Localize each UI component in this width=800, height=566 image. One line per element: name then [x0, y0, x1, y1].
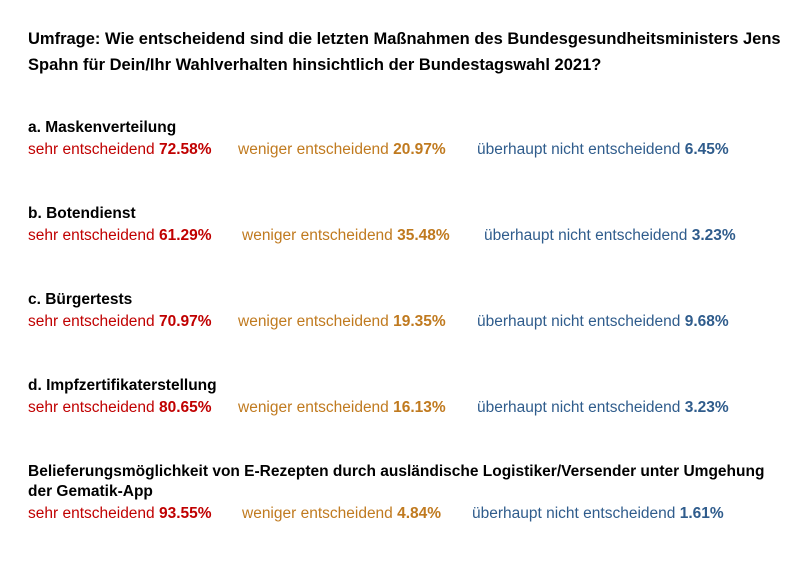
- percentage-value: 3.23%: [691, 227, 736, 244]
- item-label: a. Maskenverteilung: [28, 119, 177, 136]
- result-row: sehr entscheidend 80.65% weniger entsche…: [28, 396, 788, 420]
- result-row: sehr entscheidend 61.29% weniger entsche…: [28, 224, 788, 248]
- survey-item-impfzertifikaterstellung: d. Impfzertifikaterstellung sehr entsche…: [28, 376, 788, 420]
- result-weniger-entscheidend: weniger entscheidend 4.84%: [242, 502, 441, 526]
- percentage-value: 3.23%: [684, 399, 729, 416]
- result-row: sehr entscheidend 93.55% weniger entsche…: [28, 502, 788, 526]
- percentage-value: 6.45%: [684, 141, 729, 158]
- category-label: weniger entscheidend: [238, 313, 389, 330]
- result-ueberhaupt-nicht-entscheidend: überhaupt nicht entscheidend 3.23%: [477, 396, 729, 420]
- percentage-value: 70.97%: [158, 313, 212, 330]
- item-label: b. Botendienst: [28, 205, 136, 222]
- percentage-value: 16.13%: [393, 399, 446, 416]
- survey-item-buergertests: c. Bürgertests sehr entscheidend 70.97% …: [28, 290, 788, 334]
- category-label: sehr entscheidend: [28, 313, 155, 330]
- percentage-value: 80.65%: [158, 399, 212, 416]
- percentage-value: 72.58%: [158, 141, 212, 158]
- result-sehr-entscheidend: sehr entscheidend 72.58%: [28, 138, 212, 162]
- result-weniger-entscheidend: weniger entscheidend 19.35%: [238, 310, 446, 334]
- percentage-value: 93.55%: [158, 505, 212, 522]
- category-label: sehr entscheidend: [28, 505, 155, 522]
- category-label: sehr entscheidend: [28, 227, 155, 244]
- category-label: überhaupt nicht entscheidend: [472, 505, 676, 522]
- item-label: d. Impfzertifikaterstellung: [28, 377, 217, 394]
- percentage-value: 19.35%: [393, 313, 446, 330]
- survey-item-belieferung-e-rezepte: Belieferungsmöglichkeit von E-Rezepten d…: [28, 462, 788, 526]
- category-label: überhaupt nicht entscheidend: [477, 313, 681, 330]
- survey-document: Umfrage: Wie entscheidend sind die letzt…: [28, 26, 788, 526]
- category-label: weniger entscheidend: [242, 227, 393, 244]
- result-ueberhaupt-nicht-entscheidend: überhaupt nicht entscheidend 1.61%: [472, 502, 724, 526]
- category-label: überhaupt nicht entscheidend: [477, 141, 681, 158]
- percentage-value: 9.68%: [684, 313, 729, 330]
- result-row: sehr entscheidend 70.97% weniger entsche…: [28, 310, 788, 334]
- percentage-value: 4.84%: [397, 505, 442, 522]
- category-label: weniger entscheidend: [238, 399, 389, 416]
- category-label: überhaupt nicht entscheidend: [477, 399, 681, 416]
- category-label: sehr entscheidend: [28, 141, 155, 158]
- category-label: sehr entscheidend: [28, 399, 155, 416]
- category-label: überhaupt nicht entscheidend: [484, 227, 688, 244]
- result-weniger-entscheidend: weniger entscheidend 20.97%: [238, 138, 446, 162]
- category-label: weniger entscheidend: [242, 505, 393, 522]
- result-weniger-entscheidend: weniger entscheidend 35.48%: [242, 224, 450, 248]
- item-label: Belieferungsmöglichkeit von E-Rezepten d…: [28, 463, 765, 500]
- survey-item-botendienst: b. Botendienst sehr entscheidend 61.29% …: [28, 204, 788, 248]
- result-sehr-entscheidend: sehr entscheidend 70.97%: [28, 310, 212, 334]
- percentage-value: 20.97%: [393, 141, 446, 158]
- percentage-value: 35.48%: [397, 227, 450, 244]
- result-ueberhaupt-nicht-entscheidend: überhaupt nicht entscheidend 3.23%: [484, 224, 736, 248]
- result-weniger-entscheidend: weniger entscheidend 16.13%: [238, 396, 446, 420]
- result-row: sehr entscheidend 72.58% weniger entsche…: [28, 138, 788, 162]
- category-label: weniger entscheidend: [238, 141, 389, 158]
- percentage-value: 1.61%: [679, 505, 724, 522]
- result-ueberhaupt-nicht-entscheidend: überhaupt nicht entscheidend 9.68%: [477, 310, 729, 334]
- survey-item-maskenverteilung: a. Maskenverteilung sehr entscheidend 72…: [28, 118, 788, 162]
- survey-title: Umfrage: Wie entscheidend sind die letzt…: [28, 30, 781, 74]
- result-sehr-entscheidend: sehr entscheidend 61.29%: [28, 224, 212, 248]
- item-label: c. Bürgertests: [28, 291, 133, 308]
- result-sehr-entscheidend: sehr entscheidend 80.65%: [28, 396, 212, 420]
- result-ueberhaupt-nicht-entscheidend: überhaupt nicht entscheidend 6.45%: [477, 138, 729, 162]
- percentage-value: 61.29%: [158, 227, 212, 244]
- result-sehr-entscheidend: sehr entscheidend 93.55%: [28, 502, 212, 526]
